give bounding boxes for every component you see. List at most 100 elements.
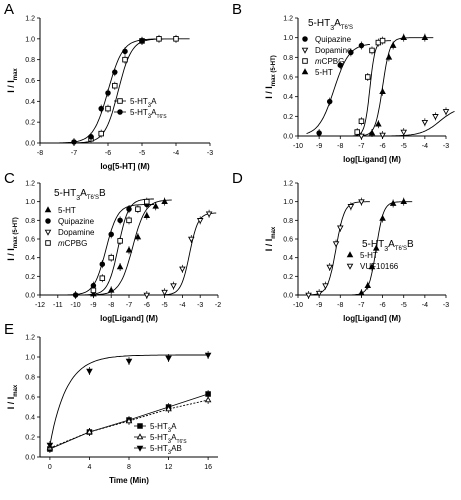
data-point xyxy=(326,264,334,271)
x-tick-label: -4 xyxy=(179,302,185,309)
x-tick-label: -7 xyxy=(358,302,364,309)
legend-entry: 5-HT xyxy=(346,251,378,260)
y-tick-label: 0.4 xyxy=(25,255,35,262)
y-tick-label: 0.4 xyxy=(25,415,35,422)
panel-letter: B xyxy=(232,1,242,18)
x-tick-label: -3 xyxy=(443,143,449,150)
x-tick-label: 12 xyxy=(165,464,173,471)
legend-entry: 5-HT3AT6'S xyxy=(114,108,167,120)
x-tick-label: -7 xyxy=(126,302,132,309)
x-tick-label: -10 xyxy=(71,302,81,309)
legend-marker xyxy=(346,251,354,258)
x-tick-label: -9 xyxy=(316,302,322,309)
series-curve xyxy=(348,110,455,137)
legend-entry: 5-HT3A xyxy=(134,422,177,434)
legend-label: Quipazine xyxy=(315,35,352,44)
data-point xyxy=(305,292,312,299)
data-point xyxy=(173,36,179,42)
data-point xyxy=(322,283,329,290)
x-tick-label: -8 xyxy=(337,302,343,309)
x-axis-label: log[Ligand] (M) xyxy=(343,155,401,164)
data-point xyxy=(315,290,323,297)
series-curve xyxy=(82,199,172,296)
y-tick-label: 0.6 xyxy=(283,75,293,82)
data-point xyxy=(112,82,118,89)
data-point xyxy=(143,211,151,218)
data-point xyxy=(369,47,375,54)
data-point xyxy=(98,105,104,112)
series-curve xyxy=(295,201,370,296)
data-point xyxy=(379,88,386,95)
legend-label: 5-HT3AB xyxy=(150,444,182,456)
series-curve xyxy=(82,198,154,296)
y-axis-label: I / Imax xyxy=(6,68,19,93)
legend-label: 5-HT3AT6'S xyxy=(130,108,167,120)
data-point xyxy=(421,33,429,40)
x-tick-label: -8 xyxy=(337,143,343,150)
y-tick-label: 1.0 xyxy=(25,36,35,43)
data-point xyxy=(348,49,354,56)
x-tick-label: -4 xyxy=(422,302,428,309)
x-tick-label: -10 xyxy=(293,302,303,309)
data-point xyxy=(372,244,380,251)
data-point xyxy=(105,90,111,96)
y-tick-label: 1.0 xyxy=(283,35,293,42)
y-tick-label: 1.0 xyxy=(25,199,35,206)
data-point xyxy=(122,48,128,55)
data-point xyxy=(332,241,340,248)
data-point xyxy=(358,289,365,296)
data-point xyxy=(400,129,408,136)
y-tick-label: 0.6 xyxy=(25,78,35,85)
data-point xyxy=(71,139,77,145)
legend-marker xyxy=(117,98,123,104)
data-point xyxy=(316,130,322,136)
data-point xyxy=(112,69,118,75)
x-axis-label: log[Ligand] (M) xyxy=(343,314,401,323)
y-tick-label: 0.6 xyxy=(283,237,293,244)
panel-letter: E xyxy=(4,321,14,338)
chart-title: 5-HT3AT6'SB xyxy=(54,188,106,202)
data-point xyxy=(379,132,386,139)
x-tick-label: -3 xyxy=(197,302,203,309)
x-tick-label: 8 xyxy=(127,464,131,471)
chart-panel-d: D -10 -9 -8 -7 -6 -5 -4 -3 0.0 0.2 0.4 0.6 0.8 1.0 1.2 l… xyxy=(232,170,449,323)
data-point xyxy=(188,236,195,243)
y-tick-label: 0.6 xyxy=(25,237,35,244)
y-tick-label: 0.2 xyxy=(25,274,35,281)
legend-entry: 5-HT xyxy=(301,68,333,77)
data-point xyxy=(107,286,115,293)
data-point xyxy=(358,118,365,124)
data-point xyxy=(358,199,365,206)
data-point xyxy=(204,396,212,403)
data-point xyxy=(126,217,132,224)
legend-marker xyxy=(301,68,309,75)
x-tick-label: -7 xyxy=(71,150,77,157)
y-tick-label: 0.2 xyxy=(283,114,293,121)
data-point xyxy=(134,233,142,240)
legend-label: 5-HT3A xyxy=(130,97,157,109)
legend-marker xyxy=(137,423,143,429)
y-tick-label: 1.2 xyxy=(283,181,293,188)
data-point xyxy=(364,281,372,288)
y-axis-label: I / Imax xyxy=(264,226,277,251)
data-point xyxy=(126,206,132,212)
legend-label: Dopamine xyxy=(58,228,95,237)
data-point xyxy=(379,214,386,221)
data-point xyxy=(196,218,204,225)
data-point xyxy=(98,130,104,137)
x-tick-label: -5 xyxy=(161,302,167,309)
legend-label: 5-HT xyxy=(58,206,76,215)
data-point xyxy=(125,358,133,365)
y-axis-label: I / Imax xyxy=(6,384,19,409)
data-point xyxy=(358,133,365,140)
x-tick-label: 16 xyxy=(204,464,212,471)
data-point xyxy=(365,74,371,80)
legend-title: 5-HT3AT6'SB xyxy=(362,239,414,253)
legend-label: VUF10166 xyxy=(360,262,399,271)
x-tick-label: -9 xyxy=(90,302,96,309)
data-point xyxy=(389,41,397,48)
legend-label: 5-HT xyxy=(315,68,333,77)
series-curve xyxy=(64,204,154,296)
x-tick-label: -8 xyxy=(108,302,114,309)
legend-marker xyxy=(136,433,144,440)
